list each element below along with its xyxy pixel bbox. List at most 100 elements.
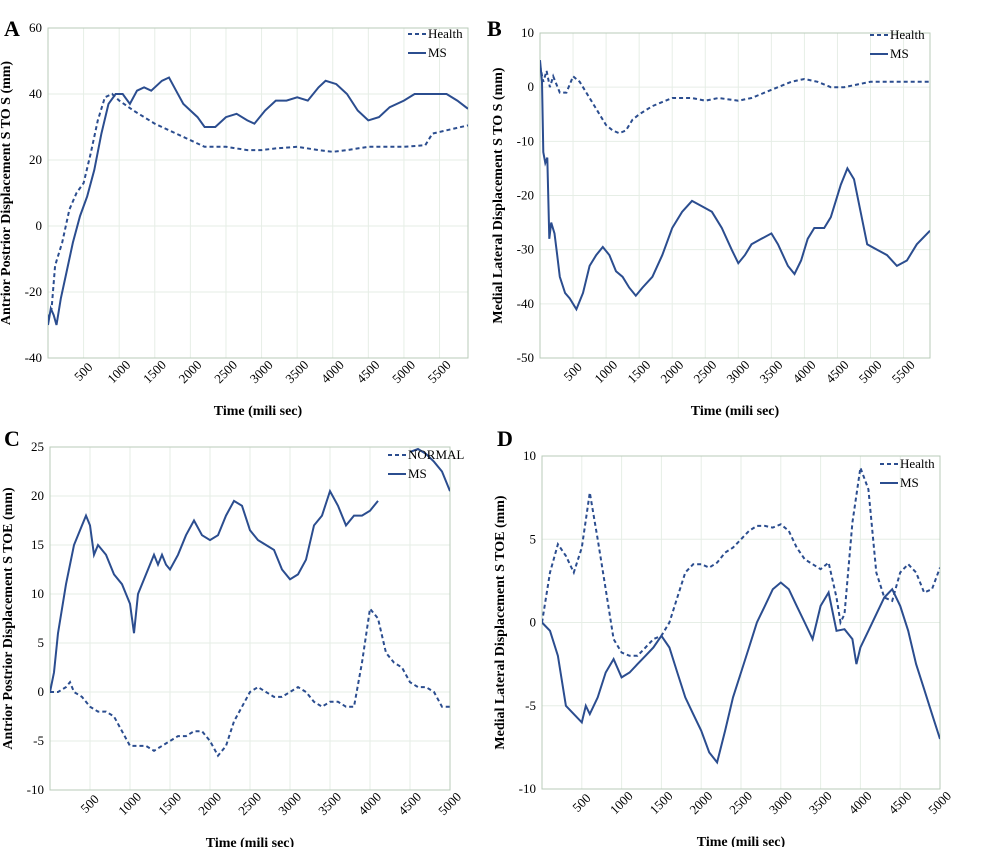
x-tick-label: 2000 — [686, 788, 715, 817]
x-tick-label: 1000 — [591, 357, 620, 386]
x-tick-label: 3500 — [282, 357, 311, 386]
series-line-ms — [542, 581, 940, 765]
legend-entry: MS — [408, 466, 427, 481]
x-tick-label: 3000 — [766, 788, 795, 817]
y-tick-label: -5 — [525, 698, 536, 713]
x-tick-label: 4000 — [790, 357, 819, 386]
panel-letter: D — [497, 426, 513, 451]
plot-frame — [49, 446, 451, 791]
x-tick-label: 5000 — [389, 357, 418, 386]
x-tick-label: 2000 — [195, 789, 224, 818]
x-tick-label: 500 — [77, 791, 101, 815]
panel-letter: B — [487, 16, 502, 41]
legend-entry: MS — [890, 46, 909, 61]
y-tick-label: -30 — [517, 242, 534, 257]
x-tick-label: 1500 — [140, 357, 169, 386]
series-line-health — [48, 92, 468, 319]
x-tick-label: 3500 — [757, 357, 786, 386]
y-tick-label: 5 — [38, 635, 45, 650]
x-tick-label: 1500 — [647, 788, 676, 817]
x-tick-label: 3000 — [275, 789, 304, 818]
series-line-ms-segment — [409, 447, 450, 492]
x-tick-label: 2500 — [211, 357, 240, 386]
y-tick-label: -10 — [519, 781, 536, 796]
y-tick-label: 0 — [530, 615, 537, 630]
x-tick-label: 500 — [71, 359, 95, 383]
y-tick-label: -50 — [517, 350, 534, 365]
x-tick-label: 1000 — [104, 357, 133, 386]
y-tick-label: -10 — [27, 782, 44, 797]
x-tick-label: 2500 — [726, 788, 755, 817]
plot-frame — [47, 27, 469, 359]
chart-panel-a: A -40 -20 0 20 40 60 500 1000 1500 2000 2500 3000 350… — [0, 16, 469, 419]
y-axis-label: Antrior Postrior Displacement S TO S (mm… — [0, 61, 14, 326]
y-axis-label: Medial Lateral Displacement S TO S (mm) — [491, 67, 506, 323]
chart-panel-c: C -10 -5 0 5 10 15 20 25 500 1000 1500 2000 2500 3000 3… — [1, 426, 464, 847]
y-axis-label: Medial Lateral Displacement S TOE (mm) — [493, 495, 508, 750]
y-tick-label: 10 — [31, 586, 44, 601]
panel-letter: C — [4, 426, 20, 451]
x-tick-label: 3500 — [806, 788, 835, 817]
y-tick-label: -20 — [25, 284, 42, 299]
x-tick-label: 4500 — [885, 788, 914, 817]
x-tick-label: 5500 — [425, 357, 454, 386]
x-tick-label: 5500 — [889, 357, 918, 386]
x-tick-label: 500 — [569, 790, 593, 814]
x-tick-label: 4000 — [355, 789, 384, 818]
y-axis-label: Antrior Postrior Displacement S TOE (mm) — [1, 487, 16, 750]
x-tick-label: 2500 — [690, 357, 719, 386]
x-tick-label: 4000 — [846, 788, 875, 817]
y-tick-label: -20 — [517, 188, 534, 203]
y-tick-label: 20 — [29, 152, 42, 167]
x-tick-label: 3000 — [723, 357, 752, 386]
legend-entry: Health — [428, 26, 463, 41]
chart-panel-d: D -10 -5 0 5 10 500 1000 1500 2000 2500 3000 3500 400… — [493, 426, 954, 847]
x-tick-label: 5000 — [925, 788, 954, 817]
y-tick-label: 20 — [31, 488, 44, 503]
legend-entry: Health — [890, 27, 925, 42]
plot-frame — [539, 32, 931, 359]
y-tick-label: -10 — [517, 133, 534, 148]
y-tick-label: 10 — [521, 25, 534, 40]
series-line-ms — [48, 76, 468, 326]
x-tick-label: 5000 — [435, 789, 464, 818]
x-tick-label: 4000 — [318, 357, 347, 386]
y-tick-label: 60 — [29, 20, 42, 35]
y-tick-label: -40 — [25, 350, 42, 365]
panel-letter: A — [4, 16, 20, 41]
series-line-health — [540, 65, 930, 135]
legend-entry: NORMAL — [408, 447, 464, 462]
y-tick-label: 0 — [528, 79, 535, 94]
x-tick-label: 2000 — [657, 357, 686, 386]
x-tick-label: 3500 — [315, 789, 344, 818]
x-tick-label: 3000 — [247, 357, 276, 386]
legend-entry: MS — [900, 475, 919, 490]
x-tick-label: 2000 — [176, 357, 205, 386]
legend-entry: Health — [900, 456, 935, 471]
x-axis-label: Time (mili sec) — [206, 836, 295, 847]
y-tick-label: 0 — [36, 218, 43, 233]
y-tick-label: 15 — [31, 537, 44, 552]
chart-panel-b: B -50 -40 -30 -20 -10 0 10 500 1000 1500 2000 2500 30… — [487, 16, 931, 419]
x-axis-label: Time (mili sec) — [691, 404, 780, 419]
series-line-normal — [50, 606, 450, 758]
x-tick-label: 1500 — [155, 789, 184, 818]
x-tick-label: 1000 — [115, 789, 144, 818]
y-tick-label: 25 — [31, 439, 44, 454]
x-tick-label: 4500 — [353, 357, 382, 386]
y-tick-label: -40 — [517, 296, 534, 311]
x-axis-label: Time (mili sec) — [697, 835, 786, 847]
y-tick-label: -5 — [33, 733, 44, 748]
x-tick-label: 4500 — [823, 357, 852, 386]
x-tick-label: 5000 — [856, 357, 885, 386]
series-line-health — [542, 467, 940, 657]
series-line-ms — [50, 488, 379, 693]
y-tick-label: 0 — [38, 684, 45, 699]
y-tick-label: 5 — [530, 531, 537, 546]
x-tick-label: 2500 — [235, 789, 264, 818]
y-tick-label: 10 — [523, 448, 536, 463]
x-tick-label: 4500 — [395, 789, 424, 818]
x-tick-label: 1500 — [624, 357, 653, 386]
legend-entry: MS — [428, 45, 447, 60]
